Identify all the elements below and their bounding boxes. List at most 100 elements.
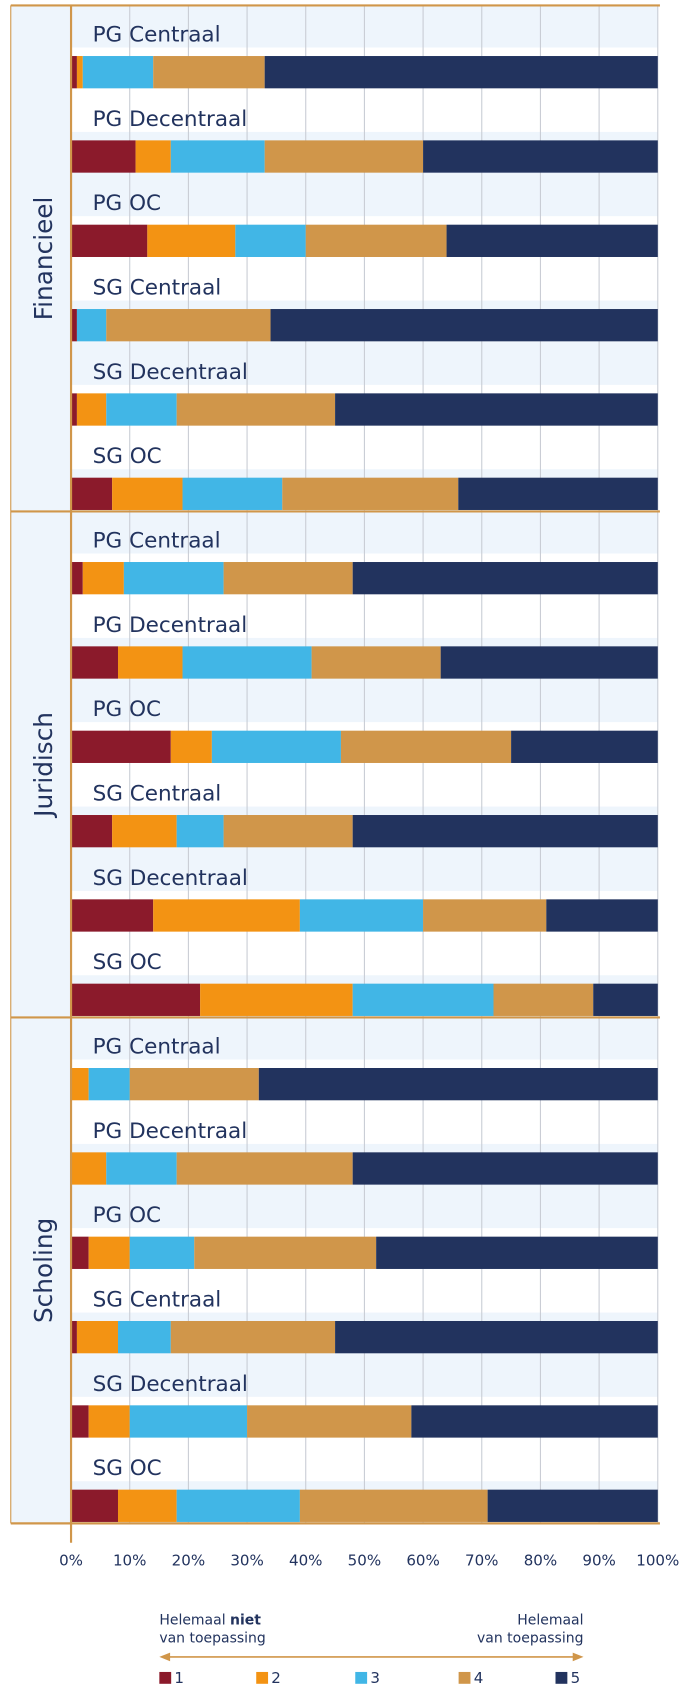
bar-segment [71,1320,77,1354]
scale-right-2: van toepassing [477,1631,583,1647]
bar-segment [282,477,459,510]
side-panel [10,5,72,1524]
group-label: Financieel [29,197,58,321]
bar-segment [182,646,312,679]
bar-segment [458,477,658,510]
bar-segment [71,1152,107,1185]
bar-segment [88,1236,130,1269]
x-tick-label: 10% [113,1552,146,1570]
bar-segment [112,477,183,510]
bar-segment [71,140,136,173]
legend-label: 5 [571,1669,581,1686]
bar-segment [311,646,441,679]
bar-segment [135,140,171,173]
bar-segment [200,983,353,1016]
bar-segment [546,899,658,932]
bar-segment [76,1320,118,1354]
scale-arrow [159,1652,584,1662]
category-label: SG Centraal [93,782,222,807]
bar-segment [170,140,265,173]
bar-segment [299,1489,488,1522]
x-tick-label: 30% [230,1552,263,1570]
bar-segment [411,1405,658,1438]
bar-segment [235,224,306,257]
bar-segment [117,646,183,679]
category-label: SG OC [93,444,162,469]
bar-segment [223,562,353,595]
bar-segment [71,983,201,1016]
x-tick-label: 70% [465,1552,498,1570]
category-label: PG OC [93,697,161,722]
legend-swatch [159,1671,172,1684]
bar-segment [182,477,283,510]
category-label: SG OC [93,950,162,975]
bar-segment [71,562,83,595]
x-tick-label: 50% [348,1552,381,1570]
bar-segment [76,309,107,342]
scale-left-b: niet [230,1612,261,1628]
category-label: PG Centraal [93,529,221,554]
x-tick-label: 60% [406,1552,439,1570]
bar-segment [170,730,212,763]
legend-label: 1 [174,1669,184,1686]
scale-left-a: Helemaal [159,1612,225,1628]
category-label: PG Centraal [93,1035,221,1060]
bar-segment [511,730,658,763]
legend-swatch [555,1671,568,1684]
bar-segment [176,1489,300,1522]
bar-segment [340,730,512,763]
category-label: PG OC [93,1203,161,1228]
category-label: SG Centraal [93,276,222,301]
bar-segment [76,56,83,89]
category-label: SG Decentraal [93,866,248,891]
bar-segment [117,1320,171,1354]
scale-left-2: van toepassing [159,1631,265,1647]
bar-segment [88,1068,130,1101]
bar-segment [106,1152,177,1185]
bar-segment [299,899,424,932]
x-tick-label: 90% [582,1552,615,1570]
bar-segment [352,983,494,1016]
bar-segment [352,815,658,848]
bar-segment [270,309,658,342]
bar-segment [593,983,658,1016]
bar-segment [487,1489,658,1522]
bar-segment [194,1236,377,1269]
legend-swatch [355,1671,368,1684]
bar-segment [71,1068,89,1101]
bar-segment [352,562,658,595]
x-tick-label: 0% [59,1552,83,1570]
x-tick-label: 40% [289,1552,322,1570]
bar-segment [223,815,353,848]
category-label: SG OC [93,1456,162,1481]
bar-segment [352,1152,658,1185]
bar-segment [335,1320,658,1354]
bar-segment [153,899,300,932]
bar-segment [82,56,154,89]
bar-segment [446,224,658,257]
legend-label: 3 [370,1669,380,1686]
bar-segment [106,309,271,342]
legend-swatch [458,1671,471,1684]
bar-segment [129,1405,248,1438]
x-tick-label: 20% [172,1552,205,1570]
scale-right-1: Helemaal [517,1612,583,1628]
scale-left: Helemaal niet [159,1612,261,1628]
bar-segment [71,477,113,510]
bar-segment [258,1068,658,1101]
group-label: Scholing [29,1218,58,1323]
bar-segment [71,730,171,763]
bar-segment [71,1236,89,1269]
x-tick-label: 80% [524,1552,557,1570]
bar-segment [264,140,424,173]
bars [71,56,658,1522]
bar-segment [376,1236,658,1269]
bar-segment [129,1068,259,1101]
bar-segment [170,1320,336,1354]
bar-segment [112,815,177,848]
bar-segment [117,1489,177,1522]
labels: 0% 10% 20% 30% 40% 50% 60% 70% 80% 90% 100% Financi… [10,4,679,1686]
x-tick-label: 100% [636,1552,679,1570]
bar-segment [176,1152,353,1185]
